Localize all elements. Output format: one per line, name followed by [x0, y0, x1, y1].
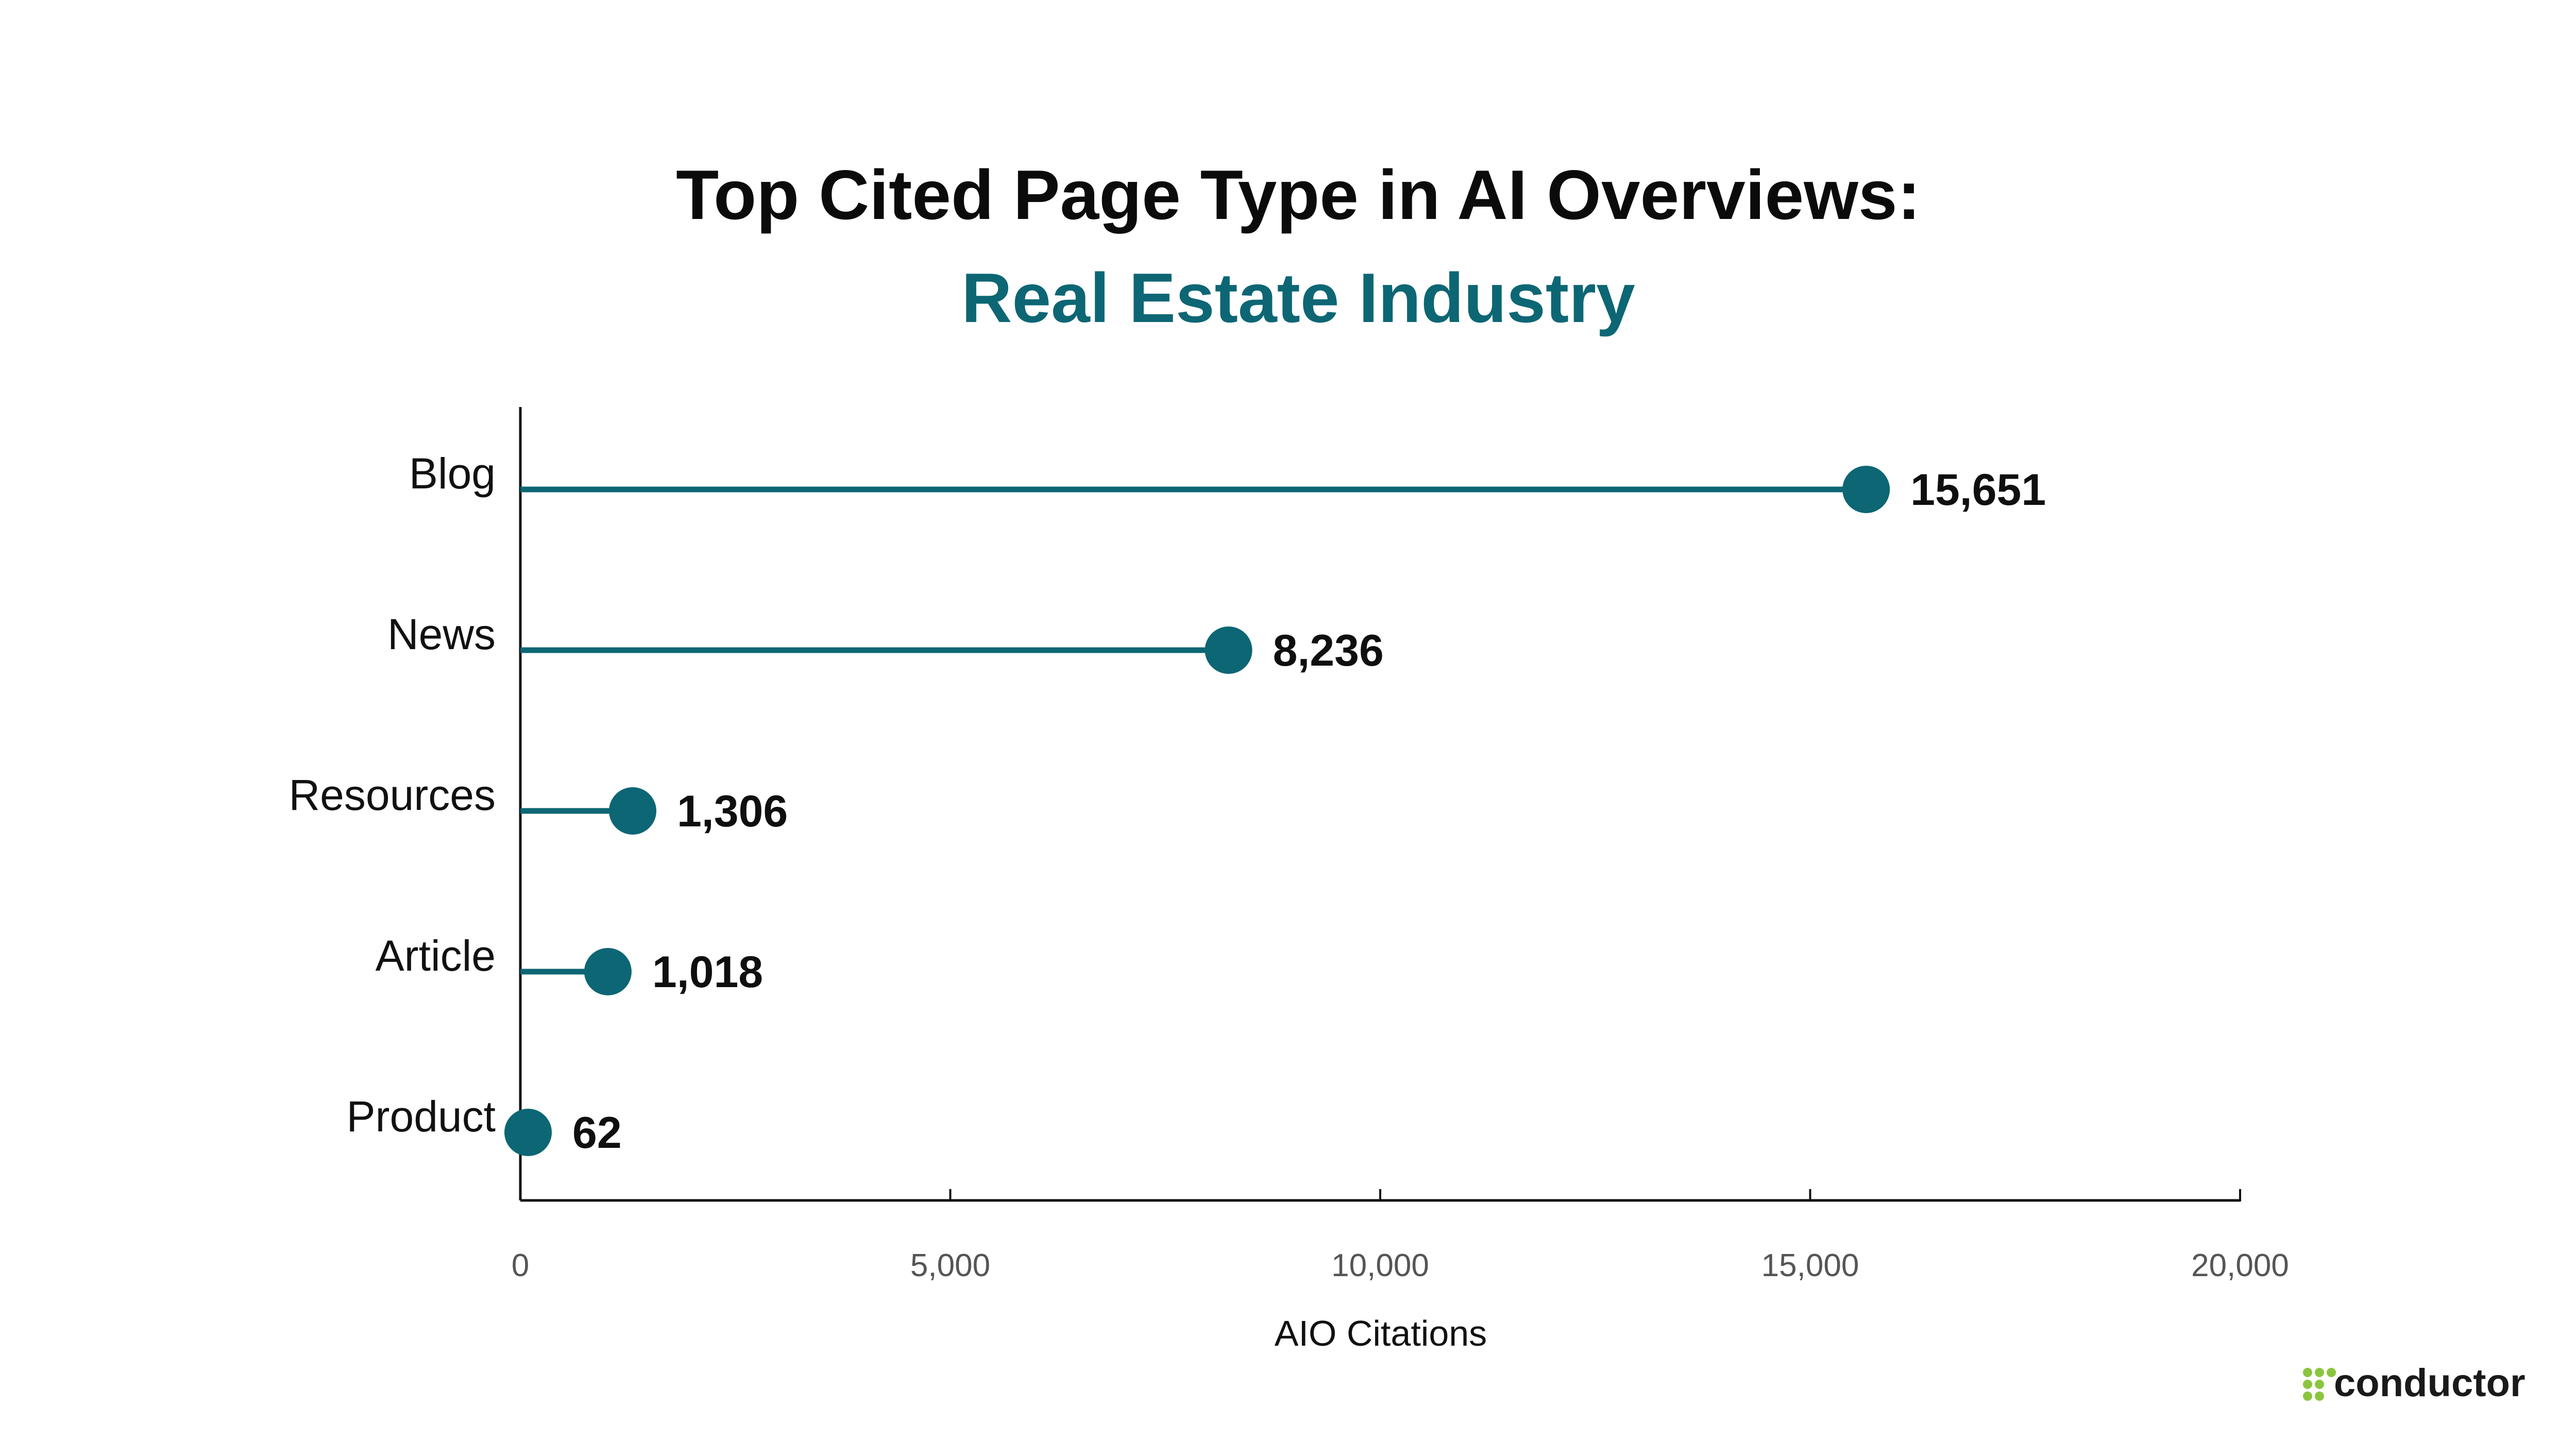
logo-dot	[2303, 1392, 2312, 1401]
x-tick-label: 5,000	[910, 1248, 990, 1283]
lollipop-dot	[1842, 466, 1890, 513]
chart-title: Top Cited Page Type in AI Overviews:	[676, 156, 1921, 234]
logo-dot	[2315, 1380, 2324, 1389]
x-tick-label: 15,000	[1761, 1248, 1859, 1283]
category-label: Article	[376, 931, 496, 980]
value-label: 15,651	[1910, 465, 2046, 515]
conductor-logo: conductor	[2303, 1361, 2526, 1405]
x-tick-label: 0	[512, 1248, 529, 1283]
logo-text: conductor	[2334, 1361, 2526, 1405]
lollipop-dot	[584, 948, 632, 995]
logo-dot	[2315, 1368, 2324, 1377]
category-label: Blog	[409, 449, 496, 498]
lollipop-dot	[504, 1109, 552, 1156]
logo-dot	[2315, 1392, 2324, 1401]
lollipop-marks	[504, 466, 1890, 1156]
category-label: Product	[347, 1092, 496, 1141]
value-label: 8,236	[1273, 626, 1384, 675]
category-labels: Blog News Resources Article Product	[289, 449, 496, 1141]
value-label: 1,018	[652, 947, 763, 997]
x-tick-label: 10,000	[1331, 1248, 1429, 1283]
value-labels: 15,651 8,236 1,306 1,018 62	[572, 465, 2046, 1158]
category-label: News	[387, 610, 496, 658]
category-label: Resources	[289, 771, 496, 819]
x-tick-label: 20,000	[2191, 1248, 2289, 1283]
dots-grid-icon	[2303, 1368, 2336, 1401]
value-label: 62	[572, 1108, 622, 1158]
logo-dot	[2303, 1380, 2312, 1389]
x-axis-title: AIO Citations	[1275, 1313, 1487, 1353]
value-label: 1,306	[677, 787, 788, 836]
lollipop-dot	[608, 787, 656, 835]
lollipop-dot	[1205, 626, 1252, 674]
logo-dot	[2303, 1368, 2312, 1377]
chart-subtitle: Real Estate Industry	[961, 259, 1635, 337]
x-axis-ticks: 0 5,000 10,000 15,000 20,000	[512, 1189, 2289, 1283]
logo-dot	[2327, 1368, 2336, 1377]
